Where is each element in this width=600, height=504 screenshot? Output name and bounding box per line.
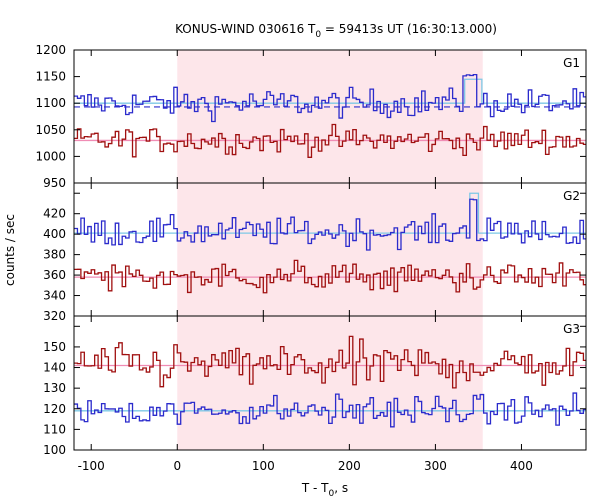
panel-frame-g3 xyxy=(73,315,587,451)
panel-label-g1: G1 xyxy=(563,56,580,70)
histogram-g2-blue_hist xyxy=(74,198,586,251)
y-tick-label-g2: 320 xyxy=(43,309,66,323)
y-tick-label-g3: 150 xyxy=(43,340,66,354)
y-tick-label-g1: 950 xyxy=(43,176,66,190)
y-axis-label: counts / sec xyxy=(3,214,17,286)
y-tick-label-g2: 360 xyxy=(43,268,66,282)
histogram-g1-blue_hist xyxy=(74,73,586,123)
histogram-g3-blue_hist xyxy=(74,392,586,428)
y-tick-label-g1: 1000 xyxy=(35,149,66,163)
y-tick-label-g3: 140 xyxy=(43,361,66,375)
histogram-g2-red_hist xyxy=(74,259,586,294)
panel-label-g2: G2 xyxy=(563,189,580,203)
fit-line-g2-blue_fit xyxy=(74,192,586,234)
y-tick-label-g2: 380 xyxy=(43,248,66,262)
x-tick-label: 300 xyxy=(424,459,447,473)
y-tick-label-g1: 1150 xyxy=(35,70,66,84)
histogram-g3-red_hist xyxy=(74,335,586,389)
panel-label-g3: G3 xyxy=(563,322,580,336)
y-tick-label-g1: 1100 xyxy=(35,96,66,110)
y-tick-label-g2: 420 xyxy=(43,207,66,221)
x-tick-label: -100 xyxy=(78,459,105,473)
chart-title: KONUS-WIND 030616 T0 = 59413s UT (16:30:… xyxy=(175,22,497,40)
x-tick-label: 0 xyxy=(173,459,181,473)
x-tick-label: 400 xyxy=(510,459,533,473)
y-tick-label-g2: 400 xyxy=(43,227,66,241)
fit-line-g1-blue_fit xyxy=(74,78,586,104)
shaded-interval-g1 xyxy=(177,50,483,183)
x-axis-label: T - T0, s xyxy=(301,481,348,499)
shaded-interval-g2 xyxy=(177,183,483,316)
x-tick-label: 100 xyxy=(252,459,275,473)
y-tick-label-g1: 1200 xyxy=(35,43,66,57)
x-tick-label: 200 xyxy=(338,459,361,473)
y-tick-label-g1: 1050 xyxy=(35,123,66,137)
y-tick-label-g2: 340 xyxy=(43,289,66,303)
y-tick-label-g3: 110 xyxy=(43,422,66,436)
y-tick-label-g3: 130 xyxy=(43,381,66,395)
y-tick-label-g3: 120 xyxy=(43,402,66,416)
y-tick-label-g3: 100 xyxy=(43,443,66,457)
histogram-g1-red_hist xyxy=(74,123,586,158)
shaded-interval-g3 xyxy=(177,316,483,450)
